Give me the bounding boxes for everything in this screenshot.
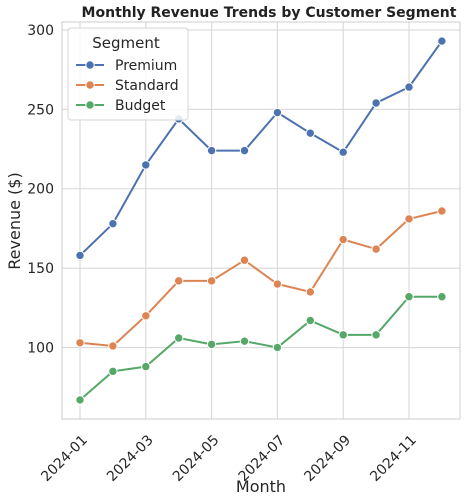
series-premium (75, 36, 447, 261)
legend-label: Budget (115, 98, 166, 114)
data-point (239, 255, 250, 265)
plot-area-frame (61, 21, 461, 420)
series-line (79, 209, 443, 347)
data-point (305, 287, 315, 297)
data-point (404, 214, 414, 224)
legend: Segment Premium Standard Budget (67, 27, 189, 121)
legend-marker (85, 100, 95, 110)
data-point (206, 339, 217, 350)
x-axis-ticks: 2024-01 2024-03 2024-05 2024-07 2024-09 2024-… (38, 432, 420, 485)
series-standard (75, 206, 447, 351)
y-tick-label: 150 (27, 261, 54, 277)
x-tick-label: 2024-03 (104, 432, 157, 485)
y-axis-ticks: 100 150 200 250 300 (27, 23, 54, 357)
data-point (338, 234, 348, 245)
data-point (141, 361, 151, 372)
y-tick-label: 300 (27, 23, 54, 39)
x-tick-label: 2024-05 (170, 432, 223, 485)
data-point (239, 145, 250, 156)
x-tick-label: 2024-11 (367, 432, 420, 485)
data-point (108, 341, 118, 351)
legend-marker (85, 60, 95, 70)
legend-item-premium: Premium (76, 58, 177, 74)
data-point (174, 333, 184, 343)
data-point (206, 276, 217, 286)
data-point (75, 395, 85, 405)
data-point (371, 330, 381, 340)
data-point (108, 218, 118, 229)
legend-item-budget: Budget (76, 98, 166, 114)
chart-title: Monthly Revenue Trends by Customer Segme… (82, 5, 457, 21)
data-point (404, 82, 414, 92)
series-layer (75, 36, 447, 405)
legend-title: Segment (92, 34, 160, 52)
data-point (272, 107, 283, 118)
data-point (305, 315, 315, 326)
data-point (371, 98, 381, 108)
legend-items: Premium Standard Budget (76, 58, 179, 114)
data-point (437, 206, 447, 216)
legend-label: Standard (115, 78, 179, 94)
data-point (272, 279, 283, 289)
x-tick-label: 2024-09 (301, 432, 354, 485)
data-point (305, 128, 315, 138)
legend-marker (85, 80, 95, 90)
y-tick-label: 100 (27, 341, 54, 357)
data-point (437, 292, 447, 302)
data-point (371, 244, 381, 254)
y-axis-label: Revenue ($) (5, 172, 24, 269)
legend-box (67, 27, 189, 121)
legend-label: Premium (115, 58, 177, 74)
data-point (338, 147, 348, 157)
data-point (141, 311, 151, 321)
x-axis-label: Month (236, 477, 286, 496)
legend-item-standard: Standard (76, 78, 179, 94)
data-point (272, 342, 283, 353)
data-point (338, 330, 348, 340)
x-tick-label: 2024-01 (38, 432, 91, 485)
data-point (174, 276, 184, 286)
series-budget (75, 292, 447, 405)
data-point (404, 292, 414, 302)
y-tick-label: 250 (27, 102, 54, 118)
data-point (75, 250, 85, 261)
data-point (108, 366, 118, 377)
series-line (79, 40, 443, 257)
data-point (206, 145, 217, 156)
data-point (75, 338, 85, 348)
data-point (437, 36, 447, 46)
data-point (141, 160, 151, 170)
series-line (79, 295, 442, 401)
y-tick-label: 200 (27, 182, 54, 198)
data-point (239, 336, 250, 346)
